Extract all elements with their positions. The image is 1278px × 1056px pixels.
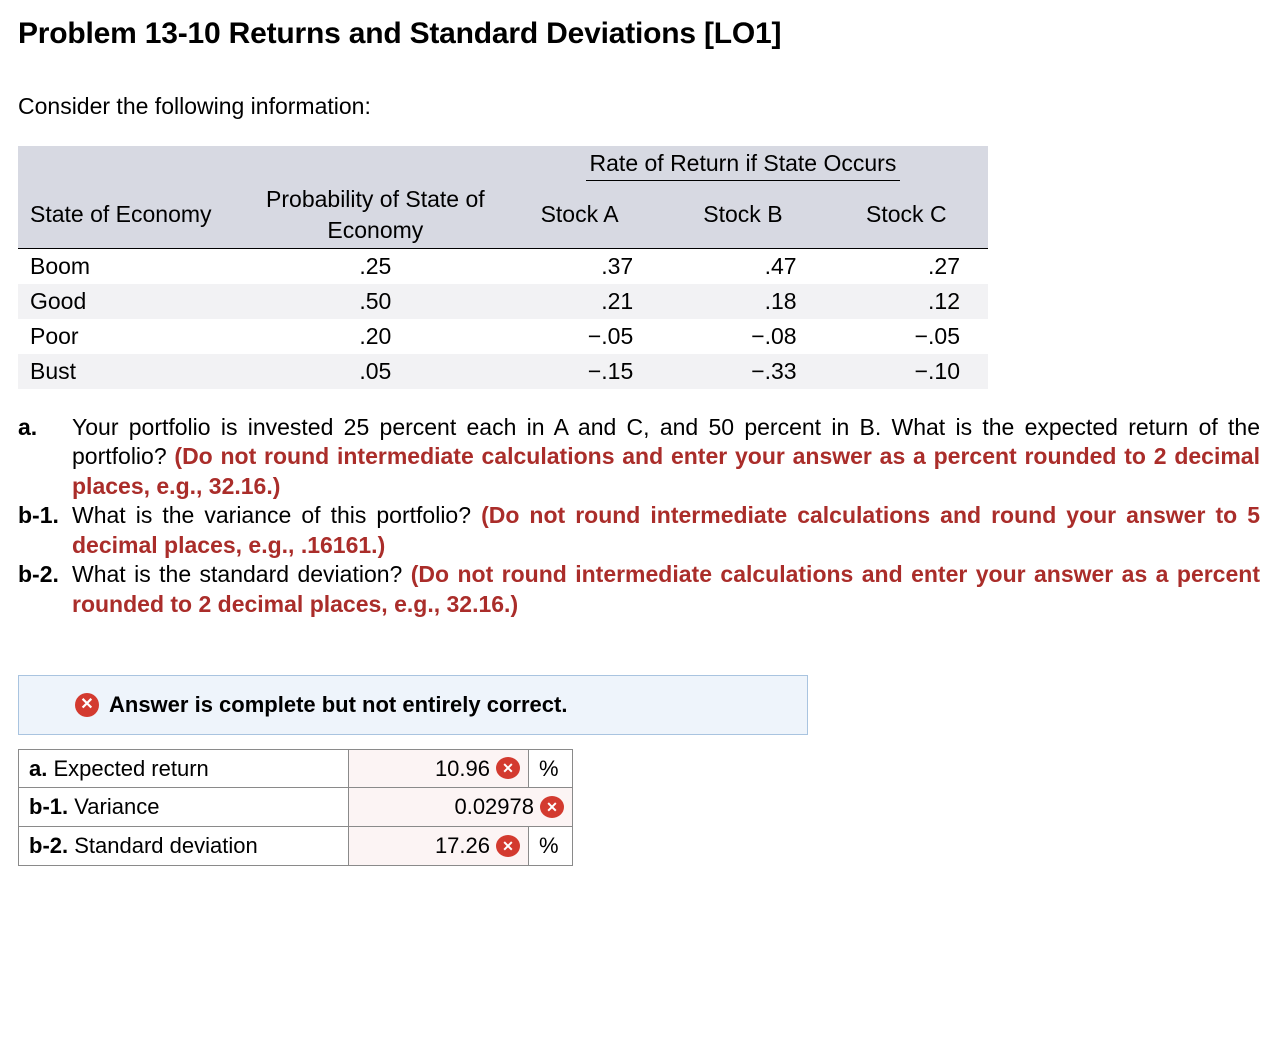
col-prob: Probability of State of Economy	[253, 182, 498, 249]
answer-label-bold: b-1.	[29, 794, 68, 819]
answer-label-rest: Standard deviation	[68, 833, 258, 858]
feedback-text: Answer is complete but not entirely corr…	[109, 690, 567, 720]
answer-value[interactable]: 10.96	[435, 754, 490, 784]
answer-label-bold: a.	[29, 756, 47, 781]
cell-prob: .05	[253, 354, 498, 389]
table-row: Bust .05 −.15 −.33 −.10	[18, 354, 988, 389]
cell-prob: .50	[253, 284, 498, 319]
wrong-icon: ✕	[540, 796, 564, 818]
q-a-label: a.	[18, 413, 72, 501]
q-b1-label: b-1.	[18, 501, 72, 560]
cell-state: Boom	[18, 248, 253, 284]
answer-row: b-2. Standard deviation 17.26 ✕ %	[19, 827, 573, 866]
answer-unit: %	[529, 827, 573, 866]
col-stock-a: Stock A	[498, 182, 661, 249]
table-row: Poor .20 −.05 −.08 −.05	[18, 319, 988, 354]
q-b2-text: What is the standard deviation?	[72, 561, 411, 587]
returns-table: Rate of Return if State Occurs State of …	[18, 146, 988, 389]
wrong-icon: ✕	[496, 757, 520, 779]
wrong-icon: ✕	[496, 835, 520, 857]
answer-label-bold: b-2.	[29, 833, 68, 858]
q-b1-text: What is the variance of this portfolio?	[72, 502, 481, 528]
col-state: State of Economy	[18, 182, 253, 249]
table-row: Boom .25 .37 .47 .27	[18, 248, 988, 284]
cell-prob: .25	[253, 248, 498, 284]
rate-spanner: Rate of Return if State Occurs	[586, 148, 901, 181]
questions-block: a. Your portfolio is invested 25 percent…	[18, 413, 1260, 619]
cell-state: Bust	[18, 354, 253, 389]
cell-c: −.10	[825, 354, 988, 389]
cell-b: .47	[661, 248, 824, 284]
cell-a: .21	[498, 284, 661, 319]
cell-prob: .20	[253, 319, 498, 354]
cell-a: −.15	[498, 354, 661, 389]
cell-b: −.08	[661, 319, 824, 354]
cell-state: Poor	[18, 319, 253, 354]
intro-text: Consider the following information:	[18, 91, 1260, 122]
answer-value[interactable]: 17.26	[435, 831, 490, 861]
col-stock-c: Stock C	[825, 182, 988, 249]
answer-table: a. Expected return 10.96 ✕ % b-1. Varianc…	[18, 749, 573, 866]
wrong-icon: ✕	[75, 693, 99, 717]
cell-b: .18	[661, 284, 824, 319]
answer-value[interactable]: 0.02978	[454, 792, 534, 822]
q-b2-label: b-2.	[18, 560, 72, 619]
cell-a: −.05	[498, 319, 661, 354]
answer-label-rest: Variance	[68, 794, 159, 819]
table-row: Good .50 .21 .18 .12	[18, 284, 988, 319]
answer-label-rest: Expected return	[47, 756, 208, 781]
cell-c: .12	[825, 284, 988, 319]
cell-a: .37	[498, 248, 661, 284]
feedback-banner: ✕ Answer is complete but not entirely co…	[18, 675, 808, 735]
answer-unit: %	[529, 749, 573, 788]
problem-title: Problem 13-10 Returns and Standard Devia…	[18, 14, 1260, 55]
cell-c: .27	[825, 248, 988, 284]
q-a-hint: (Do not round intermediate calculations …	[72, 443, 1260, 498]
cell-b: −.33	[661, 354, 824, 389]
cell-state: Good	[18, 284, 253, 319]
answer-row: a. Expected return 10.96 ✕ %	[19, 749, 573, 788]
col-stock-b: Stock B	[661, 182, 824, 249]
answer-row: b-1. Variance 0.02978 ✕	[19, 788, 573, 827]
cell-c: −.05	[825, 319, 988, 354]
